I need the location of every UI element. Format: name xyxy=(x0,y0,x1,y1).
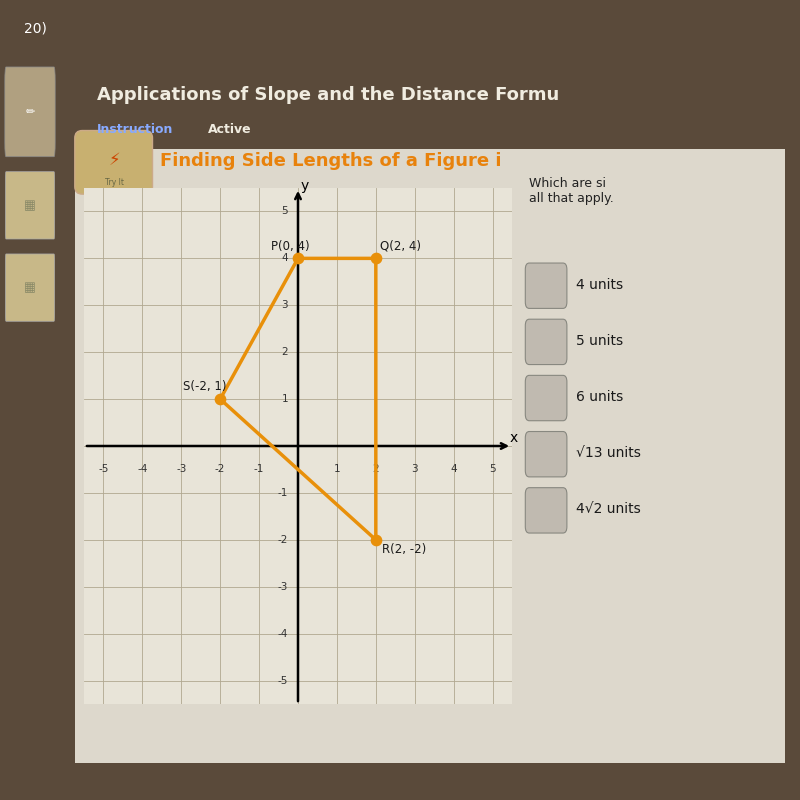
FancyBboxPatch shape xyxy=(526,263,567,309)
Text: -1: -1 xyxy=(254,464,264,474)
Text: y: y xyxy=(301,178,309,193)
FancyBboxPatch shape xyxy=(6,254,54,322)
Text: Active: Active xyxy=(208,123,252,136)
Text: -4: -4 xyxy=(137,464,147,474)
Text: ▦: ▦ xyxy=(24,199,36,212)
FancyBboxPatch shape xyxy=(526,375,567,421)
Text: 20): 20) xyxy=(24,22,47,35)
Text: 3: 3 xyxy=(411,464,418,474)
Text: 2: 2 xyxy=(373,464,379,474)
Text: -3: -3 xyxy=(278,582,288,592)
Text: 1: 1 xyxy=(334,464,340,474)
FancyBboxPatch shape xyxy=(75,150,785,762)
Text: -2: -2 xyxy=(215,464,226,474)
FancyBboxPatch shape xyxy=(526,431,567,477)
Text: 2: 2 xyxy=(282,347,288,357)
Text: Applications of Slope and the Distance Formu: Applications of Slope and the Distance F… xyxy=(97,86,559,104)
Text: P(0, 4): P(0, 4) xyxy=(270,240,310,253)
Point xyxy=(370,534,382,546)
Text: -4: -4 xyxy=(278,629,288,638)
Text: x: x xyxy=(510,430,518,445)
Text: R(2, -2): R(2, -2) xyxy=(382,543,426,556)
FancyBboxPatch shape xyxy=(5,67,55,157)
Text: 4: 4 xyxy=(282,254,288,263)
Text: -3: -3 xyxy=(176,464,186,474)
FancyBboxPatch shape xyxy=(6,172,54,239)
Text: Try It: Try It xyxy=(105,178,123,187)
Text: Instruction: Instruction xyxy=(97,123,174,136)
Text: Which are si
all that apply.: Which are si all that apply. xyxy=(530,177,614,205)
Text: Finding Side Lengths of a Figure i: Finding Side Lengths of a Figure i xyxy=(160,152,502,170)
Text: -2: -2 xyxy=(278,535,288,545)
Text: 5: 5 xyxy=(490,464,496,474)
Text: 3: 3 xyxy=(282,300,288,310)
FancyBboxPatch shape xyxy=(526,488,567,533)
Point xyxy=(291,252,304,265)
FancyBboxPatch shape xyxy=(75,130,153,194)
Text: ⚡: ⚡ xyxy=(108,151,120,170)
Text: 1: 1 xyxy=(282,394,288,404)
Text: 5: 5 xyxy=(282,206,288,217)
FancyBboxPatch shape xyxy=(526,319,567,365)
Text: 4 units: 4 units xyxy=(576,278,623,292)
Text: -1: -1 xyxy=(278,488,288,498)
Text: Q(2, 4): Q(2, 4) xyxy=(381,240,422,253)
Text: S(-2, 1): S(-2, 1) xyxy=(183,381,226,394)
Text: 6 units: 6 units xyxy=(576,390,623,404)
Point xyxy=(214,393,226,406)
Text: -5: -5 xyxy=(98,464,109,474)
Text: 4: 4 xyxy=(450,464,457,474)
Text: -5: -5 xyxy=(278,675,288,686)
Text: ▦: ▦ xyxy=(24,281,36,294)
Text: ✏: ✏ xyxy=(26,107,34,117)
Text: 5 units: 5 units xyxy=(576,334,623,348)
Point xyxy=(370,252,382,265)
Text: 4√2 units: 4√2 units xyxy=(576,502,641,516)
Text: √13 units: √13 units xyxy=(576,446,641,460)
